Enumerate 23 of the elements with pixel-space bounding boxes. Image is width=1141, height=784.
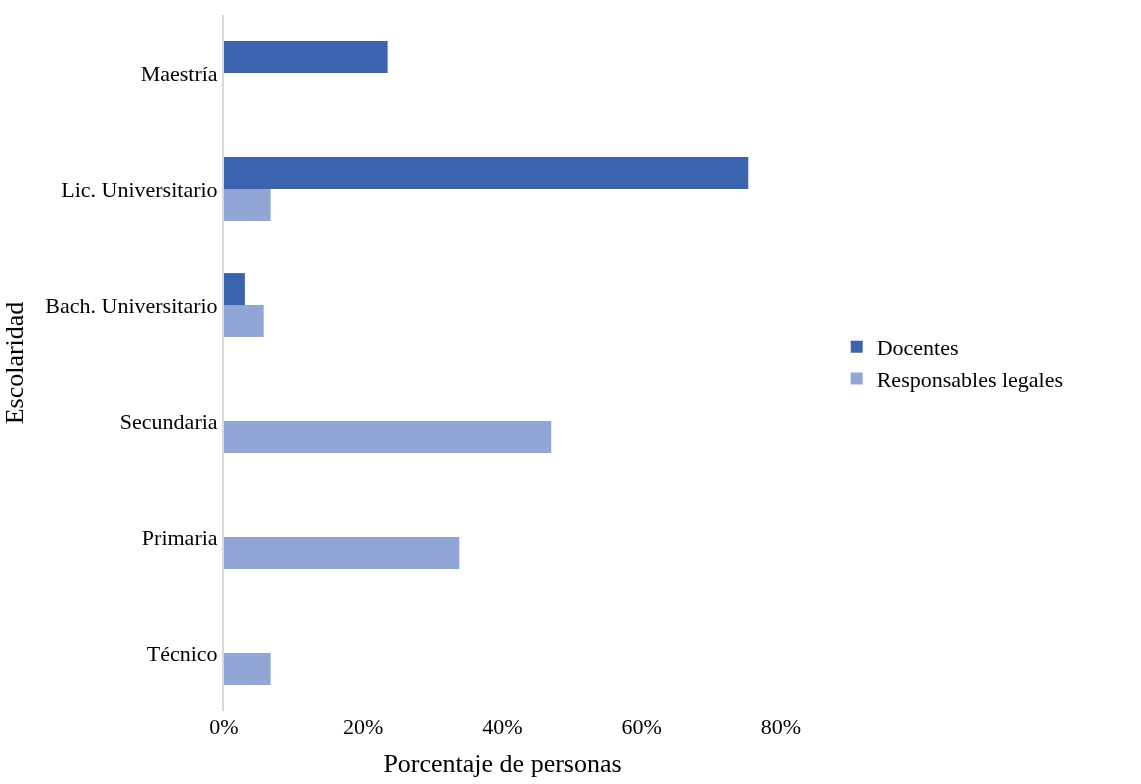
x-tick-label: 60% [621,714,662,739]
bar [224,537,460,569]
bar [224,189,271,221]
bar [224,41,388,73]
bar [224,305,264,337]
y-tick-label: Bach. Universitario [45,292,218,318]
x-tick-label: 0% [209,714,239,739]
y-tick-label: Lic. Universitario [61,176,218,202]
legend-label: Docentes [876,335,959,361]
bar [224,421,552,453]
x-axis-title: Porcentaje de personas [383,748,622,778]
legend-label: Responsables legales [876,366,1064,392]
x-tick-label: 40% [482,714,523,739]
y-axis-title: Escolaridad [0,301,29,425]
bar [224,273,245,305]
x-tick-label: 80% [760,714,802,739]
bar [224,653,271,685]
y-tick-label: Primaria [141,524,218,550]
y-tick-label: Maestría [140,60,218,86]
bar [224,157,749,189]
y-tick-label: Secundaria [119,408,218,434]
x-tick-label: 20% [343,714,384,739]
y-tick-label: Técnico [146,640,218,666]
